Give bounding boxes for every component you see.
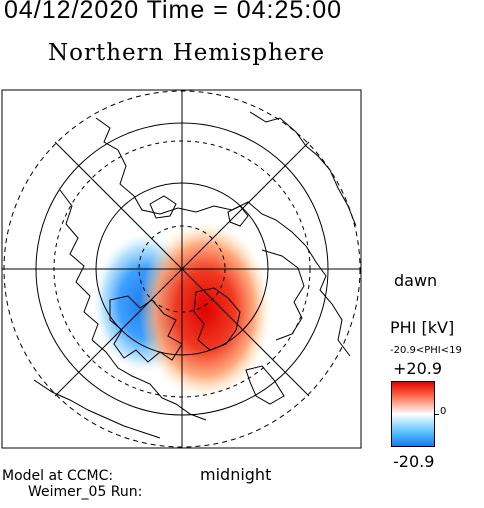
colorbar-min-label: -20.9 bbox=[393, 452, 435, 471]
model-label: Model at CCMC: bbox=[2, 468, 114, 484]
run-label: Weimer_05 Run: bbox=[28, 484, 143, 500]
colorbar-range: -20.9<PHI<19 bbox=[390, 345, 462, 356]
colorbar-zero-label: 0 bbox=[440, 406, 447, 417]
midnight-label: midnight bbox=[200, 465, 272, 484]
colorbar bbox=[391, 381, 435, 447]
dawn-label: dawn bbox=[394, 271, 438, 290]
map-frame bbox=[1, 89, 362, 449]
positive-potential-cell bbox=[139, 222, 271, 398]
hemisphere-title: Northern Hemisphere bbox=[48, 40, 326, 66]
date-time-title: 04/12/2020 Time = 04:25:00 bbox=[4, 0, 343, 24]
colorbar-title: PHI [kV] bbox=[390, 318, 455, 337]
latitude-circles bbox=[3, 90, 361, 448]
colorbar-max-label: +20.9 bbox=[393, 359, 443, 378]
colorbar-zero-tick bbox=[434, 414, 439, 415]
longitude-spokes bbox=[2, 90, 361, 448]
